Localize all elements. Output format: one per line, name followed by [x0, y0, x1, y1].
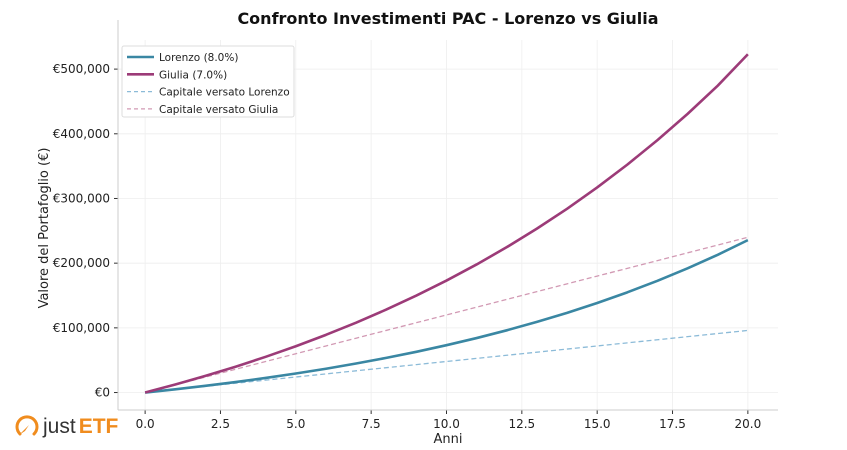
x-tick-label: 2.5: [211, 417, 230, 431]
y-tick-label: €0: [95, 386, 110, 400]
logo-text-etf: ETF: [78, 415, 119, 438]
x-tick-label: 20.0: [735, 417, 762, 431]
y-tick-label: €300,000: [53, 191, 110, 205]
legend-label: Capitale versato Lorenzo: [159, 87, 290, 99]
x-axis-label: Anni: [434, 432, 463, 447]
series-line-capitale-versato-lorenzo: [145, 329, 748, 394]
y-tick-label: €400,000: [53, 127, 110, 141]
series-line-giulia-7-0: [144, 53, 749, 394]
y-tick-label: €200,000: [53, 256, 110, 270]
x-tick-label: 7.5: [362, 417, 381, 431]
legend-label: Capitale versato Giulia: [159, 104, 278, 116]
legend-label: Giulia (7.0%): [159, 69, 227, 81]
series-line-lorenzo-8-0: [144, 238, 749, 394]
y-tick-label: €500,000: [53, 62, 110, 76]
justetf-logo: just ETF: [14, 414, 118, 440]
logo-text-just: just: [43, 415, 76, 438]
legend: Lorenzo (8.0%) Giulia (7.0%) Capitale vers…: [121, 45, 295, 118]
x-tick-label: 5.0: [286, 417, 305, 431]
x-tick-label: 15.0: [584, 417, 611, 431]
x-tick-label: 10.0: [433, 417, 460, 431]
x-tick-label: 0.0: [136, 417, 155, 431]
y-tick-label: €100,000: [53, 321, 110, 335]
legend-box: [121, 45, 295, 118]
x-tick-label: 12.5: [508, 417, 535, 431]
x-tick-label: 17.5: [659, 417, 686, 431]
legend-label: Lorenzo (8.0%): [159, 52, 238, 64]
logo-icon: [15, 415, 39, 436]
chart-title: Confronto Investimenti PAC - Lorenzo vs …: [237, 9, 658, 28]
y-axis-label: Valore del Portafoglio (€): [37, 148, 52, 309]
